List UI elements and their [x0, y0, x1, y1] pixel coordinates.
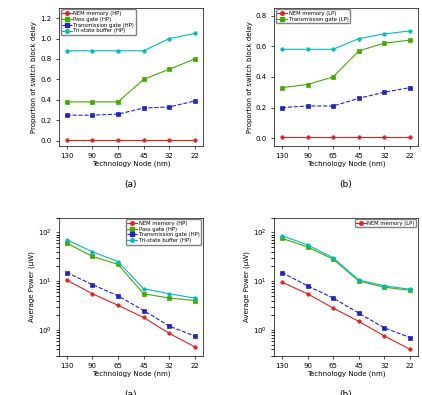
X-axis label: Technology Node (nm): Technology Node (nm) — [307, 371, 385, 377]
Text: (a): (a) — [124, 390, 137, 395]
Legend: NEM memory (HP), Pass gate (HP), Transmission gate (HP), Tri-state buffer (HP): NEM memory (HP), Pass gate (HP), Transmi… — [126, 219, 201, 245]
X-axis label: Technology Node (nm): Technology Node (nm) — [92, 371, 170, 377]
X-axis label: Technology Node (nm): Technology Node (nm) — [92, 161, 170, 167]
Legend: NEM memory (LP): NEM memory (LP) — [354, 219, 416, 227]
Text: (a): (a) — [124, 180, 137, 189]
Y-axis label: Average Power (μW): Average Power (μW) — [243, 251, 250, 322]
Text: (b): (b) — [340, 390, 352, 395]
Y-axis label: Average Power (μW): Average Power (μW) — [28, 251, 35, 322]
Y-axis label: Proportion of switch block delay: Proportion of switch block delay — [31, 21, 38, 133]
Legend: NEM memory (LP), Transmission gate (LP): NEM memory (LP), Transmission gate (LP) — [276, 9, 350, 23]
Text: (b): (b) — [340, 180, 352, 189]
Y-axis label: Proportion of switch block delay: Proportion of switch block delay — [246, 21, 253, 133]
Legend: NEM memory (HP), Pass gate (HP), Transmission gate (HP), Tri-state buffer (HP): NEM memory (HP), Pass gate (HP), Transmi… — [61, 9, 136, 35]
X-axis label: Technology Node (nm): Technology Node (nm) — [307, 161, 385, 167]
